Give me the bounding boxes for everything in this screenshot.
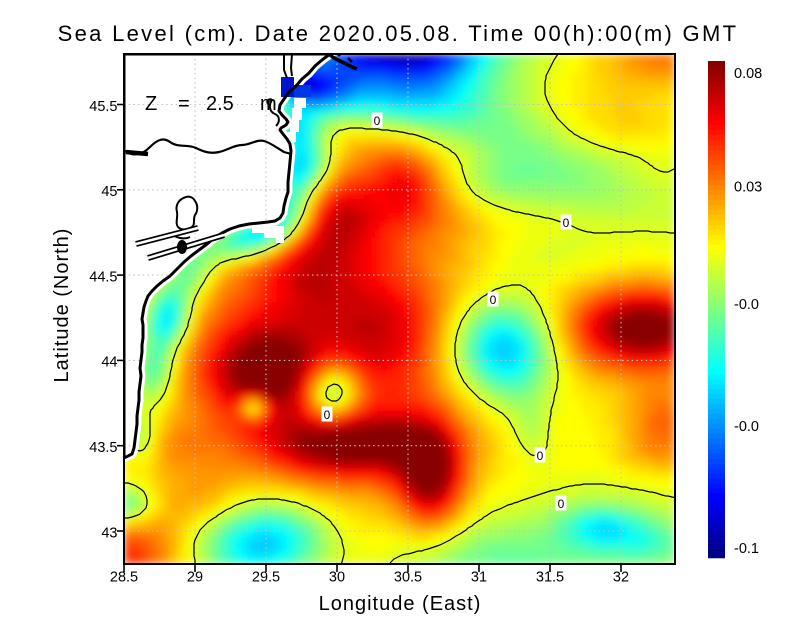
svg-text:0: 0	[324, 408, 331, 422]
svg-text:-0.0: -0.0	[734, 419, 759, 435]
svg-text:0: 0	[537, 449, 544, 463]
svg-text:32: 32	[613, 570, 629, 586]
svg-text:0: 0	[558, 497, 565, 511]
svg-text:45: 45	[101, 184, 117, 200]
svg-text:0: 0	[563, 216, 570, 230]
svg-text:Longitude (East): Longitude (East)	[319, 593, 482, 615]
svg-text:Latitude (North): Latitude (North)	[51, 228, 73, 383]
svg-text:43.5: 43.5	[89, 440, 117, 456]
svg-text:0: 0	[374, 114, 381, 128]
svg-text:0.03: 0.03	[734, 180, 762, 196]
svg-text:29.5: 29.5	[252, 570, 280, 586]
svg-text:0.08: 0.08	[734, 66, 762, 82]
svg-text:31: 31	[471, 570, 487, 586]
svg-text:-0.0: -0.0	[734, 297, 759, 313]
svg-text:0: 0	[490, 293, 497, 307]
svg-text:31.5: 31.5	[536, 570, 564, 586]
svg-text:Sea Level (cm). Date 2020.05.0: Sea Level (cm). Date 2020.05.08. Time 00…	[58, 21, 739, 46]
svg-text:44.5: 44.5	[89, 269, 117, 285]
svg-text:29: 29	[187, 570, 203, 586]
svg-text:45.5: 45.5	[89, 99, 117, 115]
svg-text:-0.1: -0.1	[734, 541, 759, 557]
svg-text:44: 44	[101, 355, 117, 371]
svg-text:30.5: 30.5	[394, 570, 422, 586]
svg-text:43: 43	[101, 525, 117, 541]
svg-text:30: 30	[329, 570, 345, 586]
svg-text:28.5: 28.5	[110, 570, 138, 586]
